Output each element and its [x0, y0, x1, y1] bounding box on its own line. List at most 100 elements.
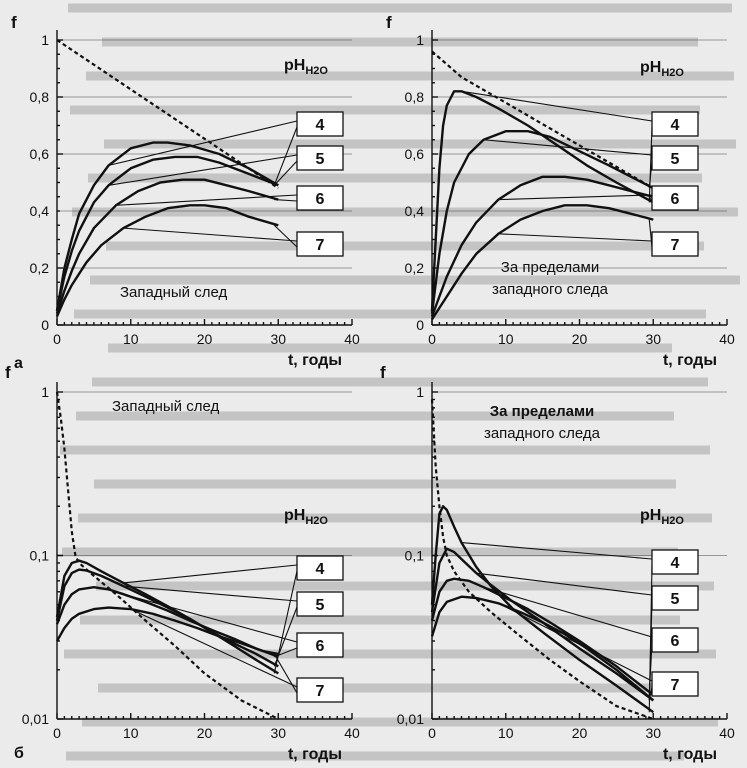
- series-line-ph-7: [430, 204, 654, 320]
- x-tick-label: 0: [53, 331, 61, 347]
- y-axis-label: f: [380, 363, 386, 382]
- x-tick-label: 0: [53, 725, 61, 741]
- legend-leader-line: [115, 194, 298, 206]
- legend-leader-line: [108, 154, 298, 186]
- x-tick-label: 10: [123, 331, 139, 347]
- legend-box-ph-5: [651, 585, 699, 611]
- y-tick-label: 0,6: [30, 146, 50, 162]
- legend-box-label: 6: [316, 191, 325, 208]
- legend-box-label: 5: [671, 151, 680, 168]
- legend-leader-line: [273, 126, 298, 186]
- x-tick-label: 20: [197, 725, 213, 741]
- legend-leader-line: [130, 608, 298, 688]
- legend-box-ph-6: [651, 627, 699, 653]
- chart-caption-line: За пределами: [490, 403, 595, 420]
- series-line-ph-7: [55, 606, 279, 656]
- legend-box-ph-4: [651, 549, 699, 575]
- legend-box-label: 5: [671, 591, 680, 608]
- x-axis-label: t, годы: [663, 352, 717, 369]
- series-line-ph-6: [55, 178, 279, 314]
- y-tick-label: 0,8: [405, 89, 425, 105]
- series-line-ph-4: [55, 559, 279, 675]
- y-tick-label: 0,1: [405, 548, 425, 564]
- y-tick-label: 0,6: [405, 146, 425, 162]
- x-tick-label: 30: [270, 725, 286, 741]
- legend-leader-line: [273, 160, 298, 186]
- x-tick-label: 30: [645, 725, 661, 741]
- x-axis-label: t, годы: [288, 352, 342, 369]
- legend-box-ph-4: [296, 555, 344, 581]
- x-tick-label: 10: [498, 331, 514, 347]
- x-tick-label: 40: [344, 725, 360, 741]
- legend-box-ph-4: [651, 111, 699, 137]
- legend-leader-line: [108, 120, 298, 166]
- series-line-ph-5: [430, 547, 655, 702]
- legend-title: pHH2O: [640, 59, 684, 79]
- legend-leader-line: [274, 199, 298, 202]
- x-tick-label: 20: [572, 331, 588, 347]
- legend-title-main: pH: [640, 59, 661, 76]
- y-tick-label: 1: [416, 384, 424, 400]
- legend-box-label: 5: [316, 151, 325, 168]
- legend-leader-line: [648, 126, 653, 203]
- legend-title-sub: H2O: [305, 65, 328, 77]
- series-line-ph-6: [55, 586, 279, 658]
- x-axis-label: t, годы: [663, 746, 717, 763]
- y-tick-label: 0,8: [30, 89, 50, 105]
- y-tick-label: 1: [41, 32, 49, 48]
- series-line-ph-6: [430, 175, 654, 317]
- legend-title-sub: H2O: [661, 515, 684, 527]
- legend-title-sub: H2O: [661, 67, 684, 79]
- legend-leader-line: [273, 653, 298, 694]
- chart-caption: Западный след: [112, 398, 219, 415]
- series-line-ph-4: [430, 90, 654, 311]
- legend-leader-line: [498, 194, 653, 201]
- panel-label: а: [14, 355, 23, 372]
- y-tick-label: 0,4: [30, 203, 50, 219]
- legend-box-ph-7: [651, 671, 699, 697]
- legend-title: pHH2O: [640, 507, 684, 527]
- chart-caption-line: западного следа: [492, 281, 609, 298]
- legend-title-main: pH: [284, 57, 305, 74]
- y-tick-label: 0: [41, 317, 49, 333]
- legend-title-sub: H2O: [305, 515, 328, 527]
- x-tick-label: 30: [270, 331, 286, 347]
- panel-label: б: [14, 745, 24, 762]
- y-tick-label: 0,2: [30, 260, 50, 276]
- legend-box-ph-5: [296, 591, 344, 617]
- y-tick-label: 0,1: [30, 548, 50, 564]
- y-tick-label: 0,2: [405, 260, 425, 276]
- legend-box-ph-7: [296, 677, 344, 703]
- y-tick-label: 0,01: [22, 711, 49, 727]
- x-tick-label: 10: [498, 725, 514, 741]
- series-line-ph-6: [430, 577, 655, 697]
- legend-box-label: 6: [671, 191, 680, 208]
- legend-box-label: 4: [671, 117, 680, 134]
- legend-leader-line: [483, 586, 653, 638]
- background-printed-text: [60, 3, 740, 761]
- series-line-ph-4: [55, 141, 279, 312]
- series-line-ph-7: [430, 595, 655, 702]
- y-axis-label: f: [386, 13, 392, 32]
- x-tick-label: 20: [572, 725, 588, 741]
- chart-panel-d: 0 10 20 30 40 0,01 0,1 1 f t, годы За пределами зап…: [380, 363, 735, 763]
- y-tick-label: 0,4: [405, 203, 425, 219]
- series-line-dashed: [55, 391, 279, 720]
- legend-leader-line: [274, 647, 298, 658]
- series-line-dashed: [56, 39, 279, 190]
- legend-leader-line: [498, 602, 653, 682]
- chart-panel-b: 0 10 20 30 40 0 0,2 0,4 0,6 0,8 1 f t, годы За предел…: [386, 13, 735, 369]
- legend-leader-line: [123, 227, 298, 242]
- legend-leader-line: [123, 564, 298, 584]
- legend-box-ph-5: [296, 145, 344, 171]
- legend-box-ph-6: [651, 185, 699, 211]
- y-tick-label: 1: [41, 384, 49, 400]
- legend-leader-line: [483, 139, 653, 156]
- series-line-dashed: [430, 399, 654, 721]
- legend-leader-line: [461, 90, 653, 122]
- legend-leader-line: [123, 585, 298, 602]
- chart-caption: Западный след: [120, 284, 227, 301]
- legend-box-ph-7: [296, 231, 344, 257]
